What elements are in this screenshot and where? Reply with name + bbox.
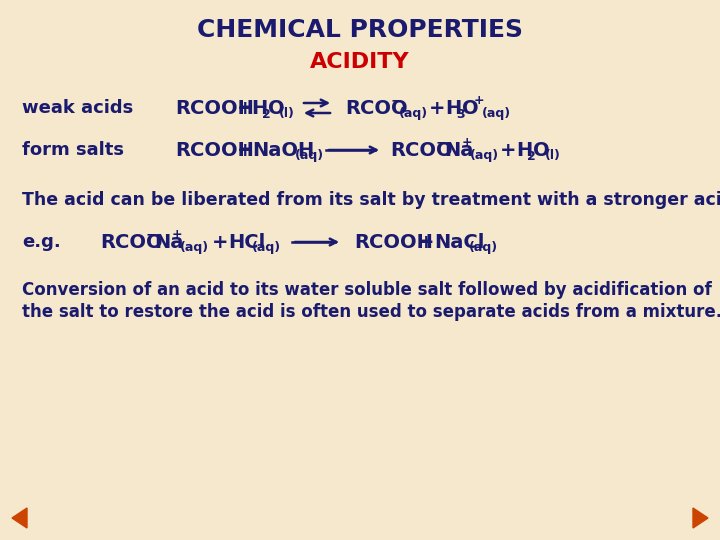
Text: +: + — [500, 140, 516, 159]
Text: HCl: HCl — [228, 233, 265, 252]
Text: The acid can be liberated from its salt by treatment with a stronger acid.: The acid can be liberated from its salt … — [22, 191, 720, 209]
Text: +: + — [418, 233, 434, 252]
Text: (aq): (aq) — [470, 150, 499, 163]
Text: H: H — [445, 98, 462, 118]
Text: weak acids: weak acids — [22, 99, 133, 117]
Text: 3: 3 — [456, 107, 464, 120]
Text: −: − — [146, 227, 158, 241]
Text: −: − — [436, 135, 448, 149]
Text: Na: Na — [154, 233, 184, 252]
Text: CHEMICAL PROPERTIES: CHEMICAL PROPERTIES — [197, 18, 523, 42]
Text: +: + — [212, 233, 228, 252]
Text: RCOO: RCOO — [100, 233, 163, 252]
Text: O: O — [462, 98, 479, 118]
Text: (aq): (aq) — [482, 107, 511, 120]
Text: +: + — [462, 136, 472, 148]
Text: +: + — [237, 98, 253, 118]
Text: 2: 2 — [262, 107, 271, 120]
Polygon shape — [12, 508, 27, 528]
Text: O: O — [268, 98, 284, 118]
Text: RCOOH: RCOOH — [175, 98, 254, 118]
Text: RCOO: RCOO — [390, 140, 453, 159]
Text: RCOO: RCOO — [345, 98, 408, 118]
Text: +: + — [172, 227, 183, 240]
Text: form salts: form salts — [22, 141, 124, 159]
Text: Conversion of an acid to its water soluble salt followed by acidification of: Conversion of an acid to its water solub… — [22, 281, 712, 299]
Text: (aq): (aq) — [252, 241, 281, 254]
Text: e.g.: e.g. — [22, 233, 60, 251]
Text: 2: 2 — [527, 150, 536, 163]
Text: (aq): (aq) — [180, 241, 209, 254]
Text: (l): (l) — [545, 150, 561, 163]
Polygon shape — [693, 508, 708, 528]
Text: the salt to restore the acid is often used to separate acids from a mixture.: the salt to restore the acid is often us… — [22, 303, 720, 321]
Text: H: H — [251, 98, 267, 118]
Text: ACIDITY: ACIDITY — [310, 52, 410, 72]
Text: +: + — [429, 98, 446, 118]
Text: +: + — [237, 140, 253, 159]
Text: (l): (l) — [279, 107, 295, 120]
Text: NaCl: NaCl — [434, 233, 485, 252]
Text: +: + — [474, 93, 485, 106]
Text: O: O — [533, 140, 549, 159]
Text: (aq): (aq) — [469, 241, 498, 254]
Text: RCOOH: RCOOH — [354, 233, 433, 252]
Text: Na: Na — [444, 140, 473, 159]
Text: −: − — [391, 93, 402, 107]
Text: (aq): (aq) — [295, 150, 324, 163]
Text: NaOH: NaOH — [252, 140, 314, 159]
Text: (aq): (aq) — [399, 107, 428, 120]
Text: H: H — [516, 140, 532, 159]
Text: RCOOH: RCOOH — [175, 140, 254, 159]
